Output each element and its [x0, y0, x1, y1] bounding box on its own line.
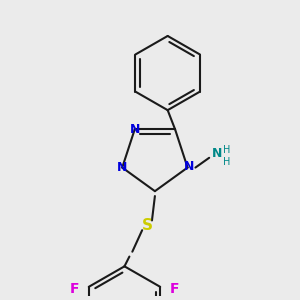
Text: N: N [117, 161, 128, 174]
Text: H: H [223, 145, 230, 155]
Text: N: N [130, 123, 140, 136]
Text: N: N [212, 147, 222, 161]
Text: S: S [142, 218, 153, 233]
Text: F: F [69, 282, 79, 296]
Text: N: N [184, 160, 195, 173]
Text: H: H [223, 157, 230, 167]
Text: F: F [170, 282, 180, 296]
